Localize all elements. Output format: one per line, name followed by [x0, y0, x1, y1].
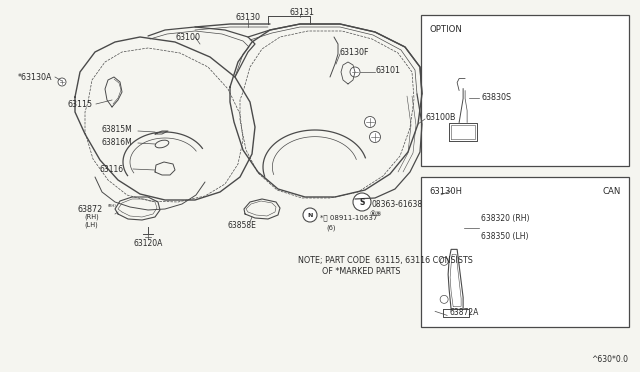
Text: 63872A: 63872A [449, 308, 479, 317]
Bar [421, 177, 629, 327]
Text: *63130A: *63130A [18, 73, 52, 81]
Text: ⁽ᴿᴴ⁾: ⁽ᴿᴴ⁾ [108, 205, 117, 210]
Text: 638350 (LH): 638350 (LH) [481, 232, 529, 241]
Bar [421, 15, 629, 166]
Text: (6): (6) [326, 225, 335, 231]
Text: 63130H: 63130H [429, 187, 462, 196]
Text: 63101: 63101 [375, 65, 400, 74]
Text: 63815M: 63815M [102, 125, 132, 134]
Circle shape [58, 78, 66, 86]
Text: 08363-61638: 08363-61638 [372, 199, 423, 208]
Text: *Ⓝ 08911-10637: *Ⓝ 08911-10637 [320, 215, 378, 221]
Text: ^630*0.0: ^630*0.0 [591, 356, 628, 365]
Circle shape [365, 116, 376, 128]
Circle shape [350, 67, 360, 77]
Text: NOTE; PART CODE  63115, 63116 CONSISTS: NOTE; PART CODE 63115, 63116 CONSISTS [298, 256, 473, 264]
Text: 63872: 63872 [78, 205, 103, 214]
Circle shape [353, 193, 371, 211]
Text: (LH): (LH) [84, 222, 98, 228]
Text: ⑧⑨: ⑧⑨ [370, 211, 383, 217]
Text: 63116: 63116 [100, 164, 124, 173]
Text: N: N [307, 212, 313, 218]
Circle shape [440, 295, 448, 303]
Text: 63120A: 63120A [133, 240, 163, 248]
Circle shape [369, 131, 381, 142]
Circle shape [303, 208, 317, 222]
Text: 63100B: 63100B [425, 112, 456, 122]
Text: OF *MARKED PARTS: OF *MARKED PARTS [322, 267, 401, 276]
Text: OPTION: OPTION [429, 25, 462, 34]
Text: 63131: 63131 [290, 7, 315, 16]
Text: 63100: 63100 [175, 32, 200, 42]
Text: (RH): (RH) [84, 214, 99, 220]
Text: 63858E: 63858E [228, 221, 257, 230]
Circle shape [440, 257, 448, 265]
Text: S: S [359, 198, 365, 206]
Text: CAN: CAN [603, 187, 621, 196]
Text: 63130: 63130 [235, 13, 260, 22]
Text: 63830S: 63830S [481, 93, 511, 102]
Text: 63816M: 63816M [102, 138, 132, 147]
Text: 638320 (RH): 638320 (RH) [481, 214, 530, 223]
Text: 63115: 63115 [68, 99, 93, 109]
Text: 63130F: 63130F [340, 48, 369, 57]
